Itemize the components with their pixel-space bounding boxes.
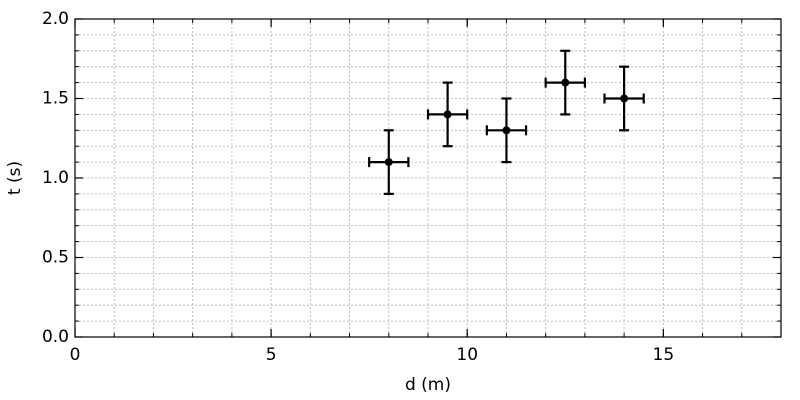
x-tick-label: 10	[456, 345, 478, 365]
point	[561, 78, 570, 87]
x-tick-label: 5	[266, 345, 277, 365]
y-tick-label: 0.5	[42, 248, 69, 268]
x-tick-label: 15	[653, 345, 675, 365]
x-tick-label: 0	[70, 345, 81, 365]
x-axis-label: d (m)	[405, 375, 451, 395]
plot-frame	[74, 18, 782, 338]
y-tick-label: 2.0	[42, 9, 69, 29]
y-tick-label: 1.5	[42, 89, 69, 109]
point	[620, 94, 629, 103]
point	[443, 110, 452, 119]
point	[502, 126, 511, 135]
point	[384, 158, 393, 167]
y-tick-label: 0.0	[42, 327, 69, 347]
y-axis-label: t (s)	[5, 161, 25, 195]
y-tick-label: 1.0	[42, 168, 69, 188]
